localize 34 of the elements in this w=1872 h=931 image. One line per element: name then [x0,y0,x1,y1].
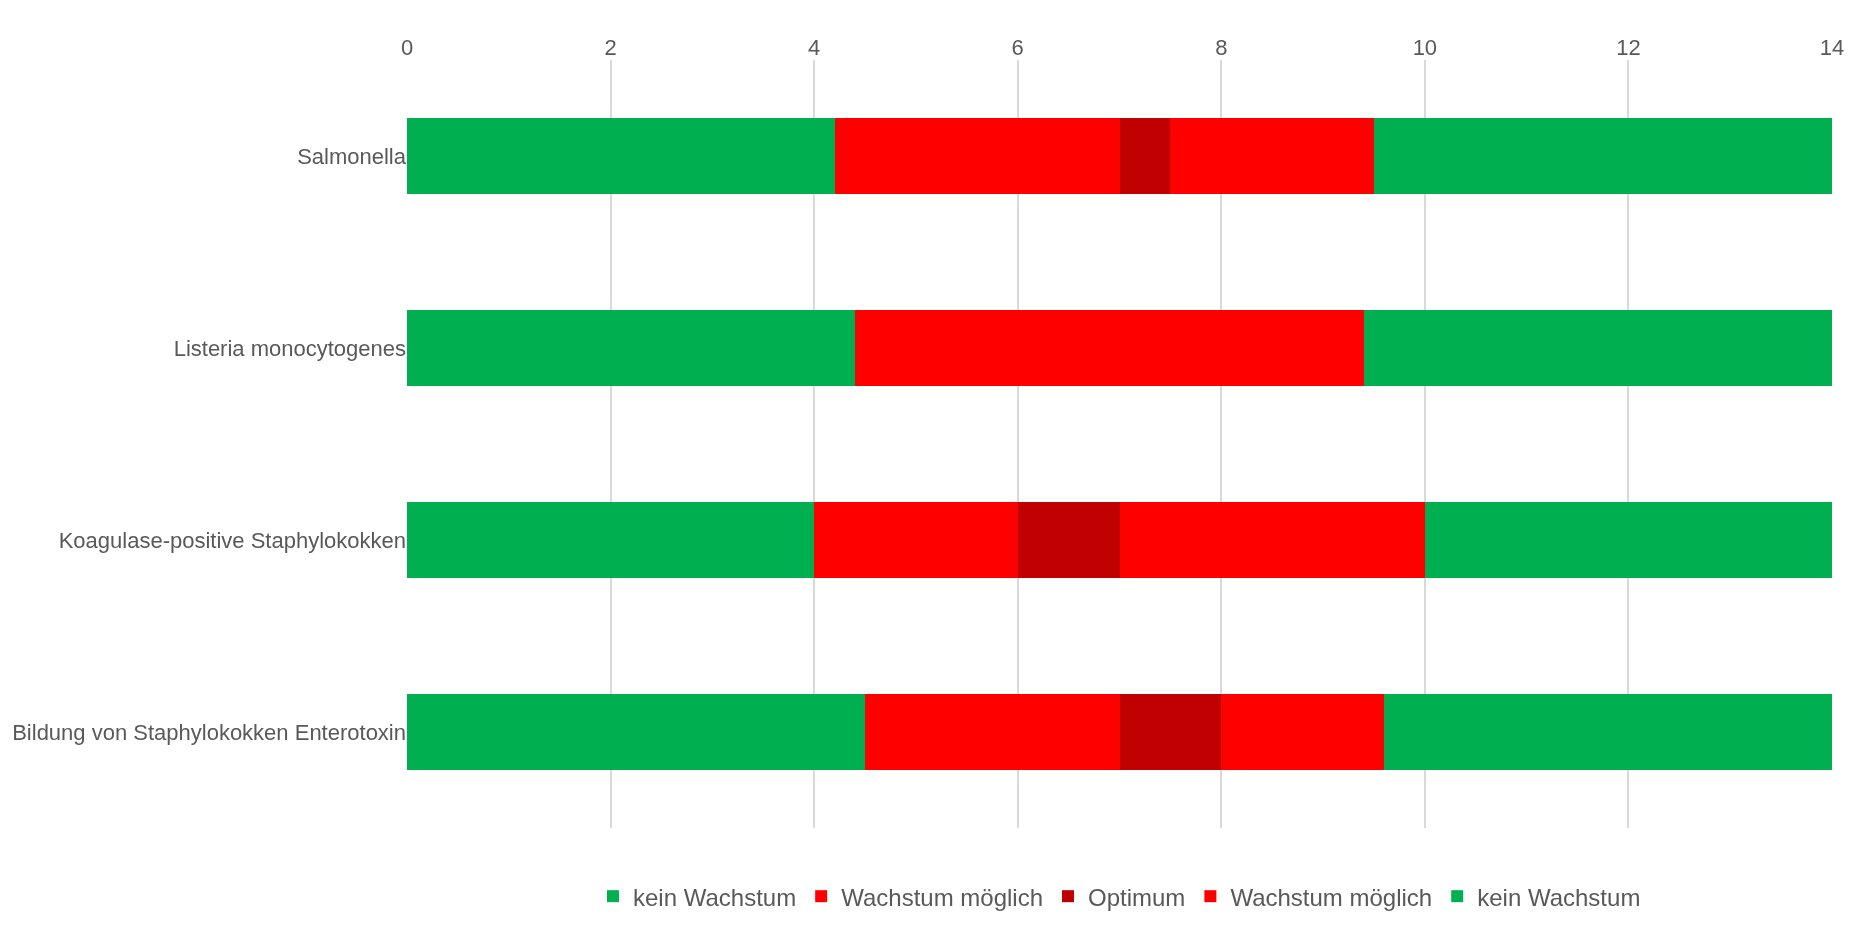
y-tick-label: Salmonella [297,143,407,169]
bar [1221,693,1385,771]
x-tick-label: 12 [1616,34,1641,60]
bar [407,117,835,195]
bar [407,693,866,771]
bar [865,693,1120,771]
bar [1119,693,1222,771]
y-tick-label: Koagulase-positive Staphylokokken [58,527,406,553]
legend-label: Wachstum möglich [841,883,1044,911]
x-tick-label: 4 [808,34,821,60]
legend-label: kein Wachstum [1477,883,1641,911]
bar [1384,693,1832,771]
legend-label: Wachstum möglich [1230,883,1433,911]
bar [1170,117,1374,195]
bar [834,117,1120,195]
x-tick-label: 8 [1215,34,1228,60]
y-tick-label: Listeria monocytogenes [173,335,406,361]
bar [1017,501,1120,579]
legend-label: Optimum [1088,883,1186,911]
bar [1119,117,1171,195]
x-tick-label: 14 [1819,34,1845,60]
x-tick-label: 6 [1011,34,1024,60]
bar [407,501,815,579]
bar [1424,501,1832,579]
bar [814,501,1018,579]
x-tick-label: 10 [1412,34,1438,60]
bar [1119,501,1425,579]
legend-label: kein Wachstum [633,883,797,911]
x-tick-label: 0 [400,34,414,60]
bar [407,309,855,387]
x-tick-label: 2 [604,34,617,60]
bar [1373,117,1832,195]
bar [1363,309,1832,387]
y-tick-label: Bildung von Staphylokokken Enterotoxin [12,719,406,745]
